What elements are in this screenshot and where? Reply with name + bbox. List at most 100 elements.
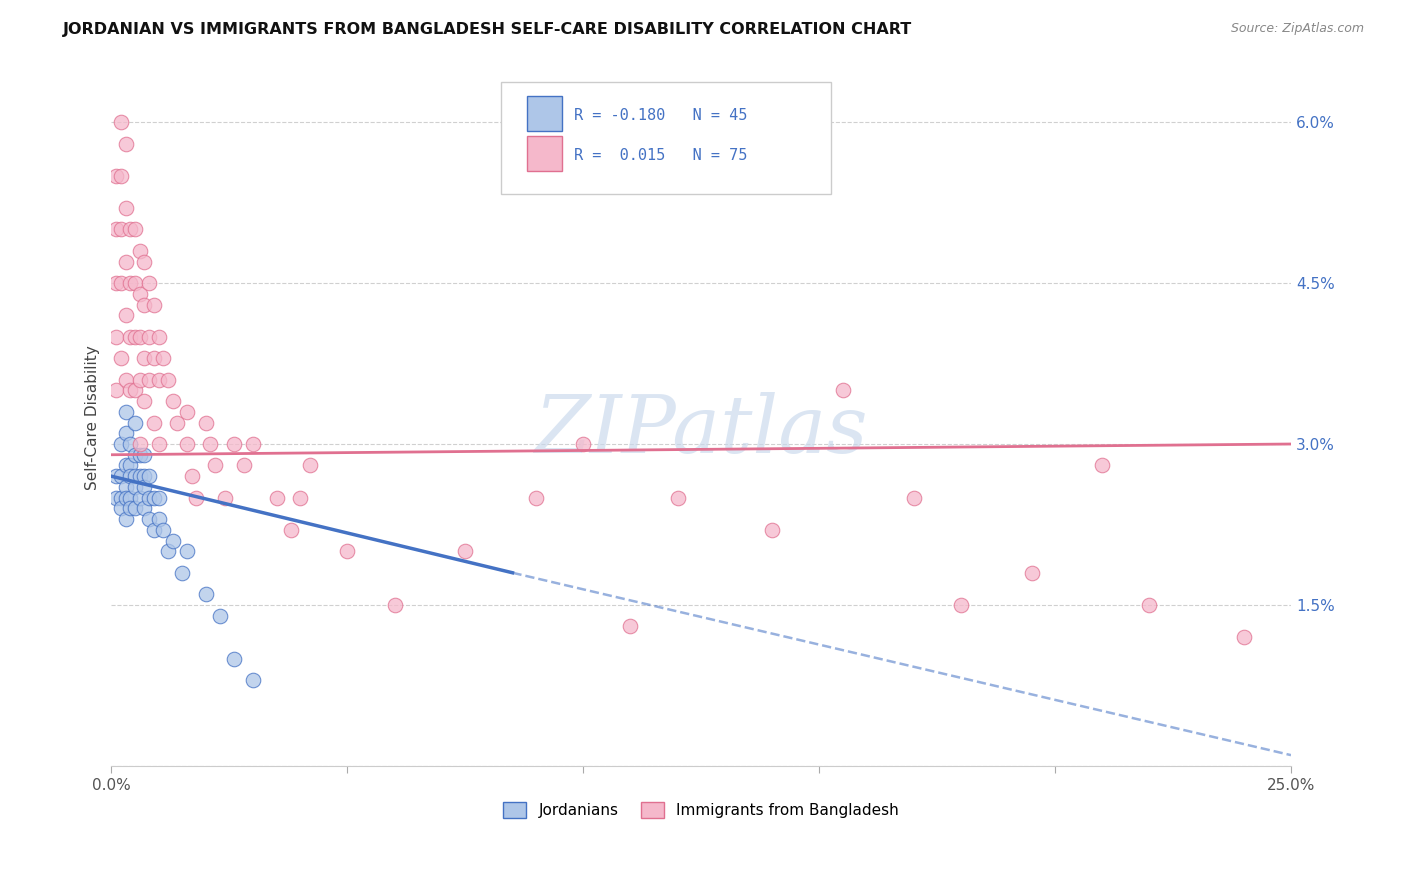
Text: R = -0.180   N = 45: R = -0.180 N = 45 <box>574 109 747 123</box>
Point <box>152 351 174 366</box>
Point <box>114 201 136 215</box>
Point <box>831 384 853 398</box>
Point <box>666 491 689 505</box>
Point <box>138 491 160 505</box>
Point <box>148 491 170 505</box>
Point <box>110 491 132 505</box>
Point <box>157 544 180 558</box>
Point <box>128 469 150 483</box>
Point <box>124 276 146 290</box>
Point <box>949 598 972 612</box>
Point <box>105 491 128 505</box>
Point <box>194 416 217 430</box>
Point <box>208 608 231 623</box>
Point <box>134 394 156 409</box>
Point <box>114 458 136 473</box>
Point <box>128 373 150 387</box>
Point <box>134 501 156 516</box>
Point <box>176 405 198 419</box>
Point <box>242 437 264 451</box>
Point <box>180 469 202 483</box>
Point <box>1233 630 1256 644</box>
Point <box>336 544 359 558</box>
Point <box>134 297 156 311</box>
Point <box>148 437 170 451</box>
Point <box>110 222 132 236</box>
Point <box>176 544 198 558</box>
Point <box>124 222 146 236</box>
Point <box>524 491 547 505</box>
Point <box>114 491 136 505</box>
Point <box>134 351 156 366</box>
Point <box>128 244 150 258</box>
Point <box>138 330 160 344</box>
Point <box>120 469 142 483</box>
Point <box>166 416 188 430</box>
Point <box>138 373 160 387</box>
Point <box>266 491 288 505</box>
Point <box>761 523 783 537</box>
Point <box>114 373 136 387</box>
Point <box>128 437 150 451</box>
Y-axis label: Self-Care Disability: Self-Care Disability <box>86 345 100 490</box>
Point <box>1139 598 1161 612</box>
Point <box>572 437 595 451</box>
Point <box>120 501 142 516</box>
Point <box>232 458 254 473</box>
Point <box>288 491 311 505</box>
Text: ZIPatlas: ZIPatlas <box>534 392 868 470</box>
Point <box>280 523 302 537</box>
Point <box>124 480 146 494</box>
Point <box>134 254 156 268</box>
Point <box>128 286 150 301</box>
Point <box>105 276 128 290</box>
Point <box>110 501 132 516</box>
Point <box>172 566 194 580</box>
Point <box>120 276 142 290</box>
Point <box>110 169 132 183</box>
Point <box>1091 458 1114 473</box>
Point <box>384 598 406 612</box>
Point <box>124 448 146 462</box>
Point <box>176 437 198 451</box>
Point <box>124 469 146 483</box>
Bar <box>527 96 562 131</box>
Point <box>222 651 245 665</box>
Point <box>128 448 150 462</box>
Point <box>105 222 128 236</box>
Point <box>222 437 245 451</box>
Point <box>142 523 165 537</box>
Point <box>114 512 136 526</box>
Point <box>142 351 165 366</box>
Point <box>194 587 217 601</box>
Text: Source: ZipAtlas.com: Source: ZipAtlas.com <box>1230 22 1364 36</box>
Point <box>157 373 180 387</box>
Point <box>138 469 160 483</box>
Point <box>114 426 136 441</box>
Point <box>114 136 136 151</box>
Point <box>134 469 156 483</box>
Point <box>114 254 136 268</box>
Point <box>142 416 165 430</box>
Point <box>138 512 160 526</box>
Point <box>454 544 477 558</box>
Point <box>242 673 264 687</box>
Point <box>120 458 142 473</box>
Point <box>114 308 136 322</box>
Text: JORDANIAN VS IMMIGRANTS FROM BANGLADESH SELF-CARE DISABILITY CORRELATION CHART: JORDANIAN VS IMMIGRANTS FROM BANGLADESH … <box>63 22 912 37</box>
Point <box>110 351 132 366</box>
Point <box>105 330 128 344</box>
Point <box>142 491 165 505</box>
Point <box>124 384 146 398</box>
Point <box>134 480 156 494</box>
Point <box>619 619 641 633</box>
Point <box>110 469 132 483</box>
Point <box>186 491 208 505</box>
Point <box>903 491 925 505</box>
Point <box>105 384 128 398</box>
Point <box>1021 566 1043 580</box>
Point <box>152 523 174 537</box>
Point <box>110 276 132 290</box>
Point <box>110 437 132 451</box>
Point <box>162 394 184 409</box>
